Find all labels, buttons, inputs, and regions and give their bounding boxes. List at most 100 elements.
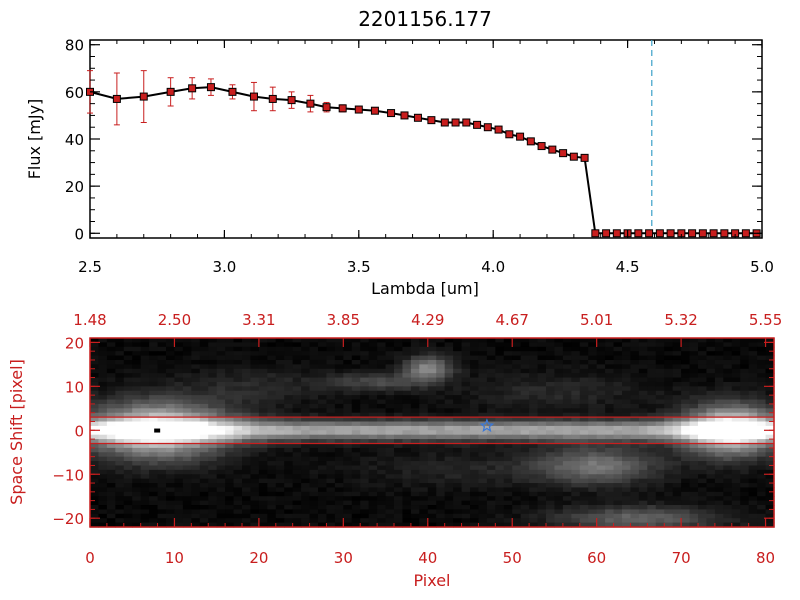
heatmap-cell (233, 509, 243, 515)
heatmap-cell (478, 359, 488, 365)
heatmap-cell (638, 338, 648, 343)
heatmap-cell (689, 351, 699, 357)
heatmap-cell (698, 364, 708, 370)
heatmap-cell (284, 355, 294, 361)
heatmap-cell (166, 513, 176, 519)
data-point (720, 229, 729, 238)
wavelength-tick-label: 1.48 (73, 311, 106, 329)
heatmap-cell (402, 395, 412, 401)
heatmap-cell (419, 496, 429, 502)
x-tick-label: 3.5 (347, 258, 371, 276)
heatmap-cell (157, 412, 167, 418)
heatmap-cell (495, 355, 505, 361)
heatmap-cell (385, 474, 395, 480)
wavelength-tick-label: 3.85 (327, 311, 360, 329)
heatmap-cell (174, 487, 184, 493)
heatmap-cell (672, 359, 682, 365)
heatmap-cell (174, 443, 184, 449)
heatmap-cell (546, 522, 556, 528)
heatmap-cell (731, 522, 741, 528)
heatmap-cell (630, 456, 640, 462)
heatmap-cell (546, 500, 556, 506)
heatmap-cell (275, 452, 285, 458)
heatmap-cell (757, 430, 767, 436)
data-point (569, 152, 578, 161)
heatmap-cell (394, 425, 404, 431)
heatmap-cell (90, 505, 100, 511)
heatmap-cell (681, 412, 691, 418)
heatmap-cell (343, 346, 353, 352)
heatmap-cell (512, 351, 522, 357)
heatmap-cell (698, 421, 708, 427)
heatmap-cell (90, 483, 100, 489)
heatmap-cell (284, 500, 294, 506)
heatmap-cell (301, 395, 311, 401)
heatmap-cell (301, 439, 311, 445)
heatmap-cell (672, 399, 682, 405)
heatmap-cell (318, 346, 328, 352)
heatmap-cell (714, 359, 724, 365)
heatmap-cell (351, 452, 361, 458)
heatmap-cell (748, 434, 758, 440)
heatmap-cell (402, 505, 412, 511)
heatmap-cell (655, 483, 665, 489)
heatmap-cell (588, 425, 598, 431)
heatmap-cell (98, 399, 108, 405)
heatmap-cell (368, 364, 378, 370)
heatmap-cell (284, 338, 294, 343)
heatmap-cell (360, 338, 370, 343)
heatmap-cell (326, 417, 336, 423)
heatmap-cell (258, 377, 268, 383)
heatmap-cell (410, 513, 420, 519)
heatmap-cell (689, 355, 699, 361)
heatmap-cell (351, 390, 361, 396)
heatmap-cell (436, 434, 446, 440)
heatmap-cell (250, 478, 260, 484)
heatmap-cell (292, 351, 302, 357)
heatmap-cell (546, 359, 556, 365)
heatmap-cell (123, 377, 133, 383)
heatmap-cell (453, 496, 463, 502)
heatmap-cell (503, 373, 513, 379)
heatmap-cell (318, 518, 328, 524)
heatmap-cell (579, 461, 589, 467)
heatmap-cell (250, 417, 260, 423)
heatmap-cell (267, 509, 277, 515)
heatmap-cell (182, 487, 192, 493)
heatmap-cell (208, 474, 218, 480)
heatmap-cell (605, 465, 615, 471)
heatmap-cell (622, 412, 632, 418)
heatmap-cell (242, 474, 252, 480)
heatmap-cell (419, 434, 429, 440)
heatmap-cell (394, 487, 404, 493)
heatmap-cell (630, 417, 640, 423)
heatmap-cell (461, 395, 471, 401)
heatmap-cell (461, 351, 471, 357)
heatmap-cell (267, 522, 277, 528)
heatmap-cell (216, 469, 226, 475)
heatmap-cell (478, 373, 488, 379)
heatmap-cell (191, 351, 201, 357)
heatmap-cell (326, 425, 336, 431)
heatmap-cell (470, 368, 480, 374)
heatmap-cell (647, 430, 657, 436)
heatmap-cell (681, 355, 691, 361)
heatmap-cell (191, 518, 201, 524)
heatmap-cell (410, 368, 420, 374)
heatmap-cell (250, 368, 260, 374)
heatmap-cell (98, 408, 108, 414)
heatmap-cell (326, 483, 336, 489)
heatmap-cell (698, 381, 708, 387)
heatmap-cell (182, 505, 192, 511)
heatmap-cell (579, 346, 589, 352)
heatmap-cell (377, 381, 387, 387)
heatmap-cell (740, 461, 750, 467)
heatmap-cell (486, 408, 496, 414)
heatmap-cell (647, 381, 657, 387)
heatmap-cell (731, 439, 741, 445)
image-plot-frame (89, 337, 775, 528)
heatmap-cell (495, 505, 505, 511)
heatmap-cell (233, 359, 243, 365)
heatmap-cell (698, 500, 708, 506)
heatmap-cell (613, 487, 623, 493)
